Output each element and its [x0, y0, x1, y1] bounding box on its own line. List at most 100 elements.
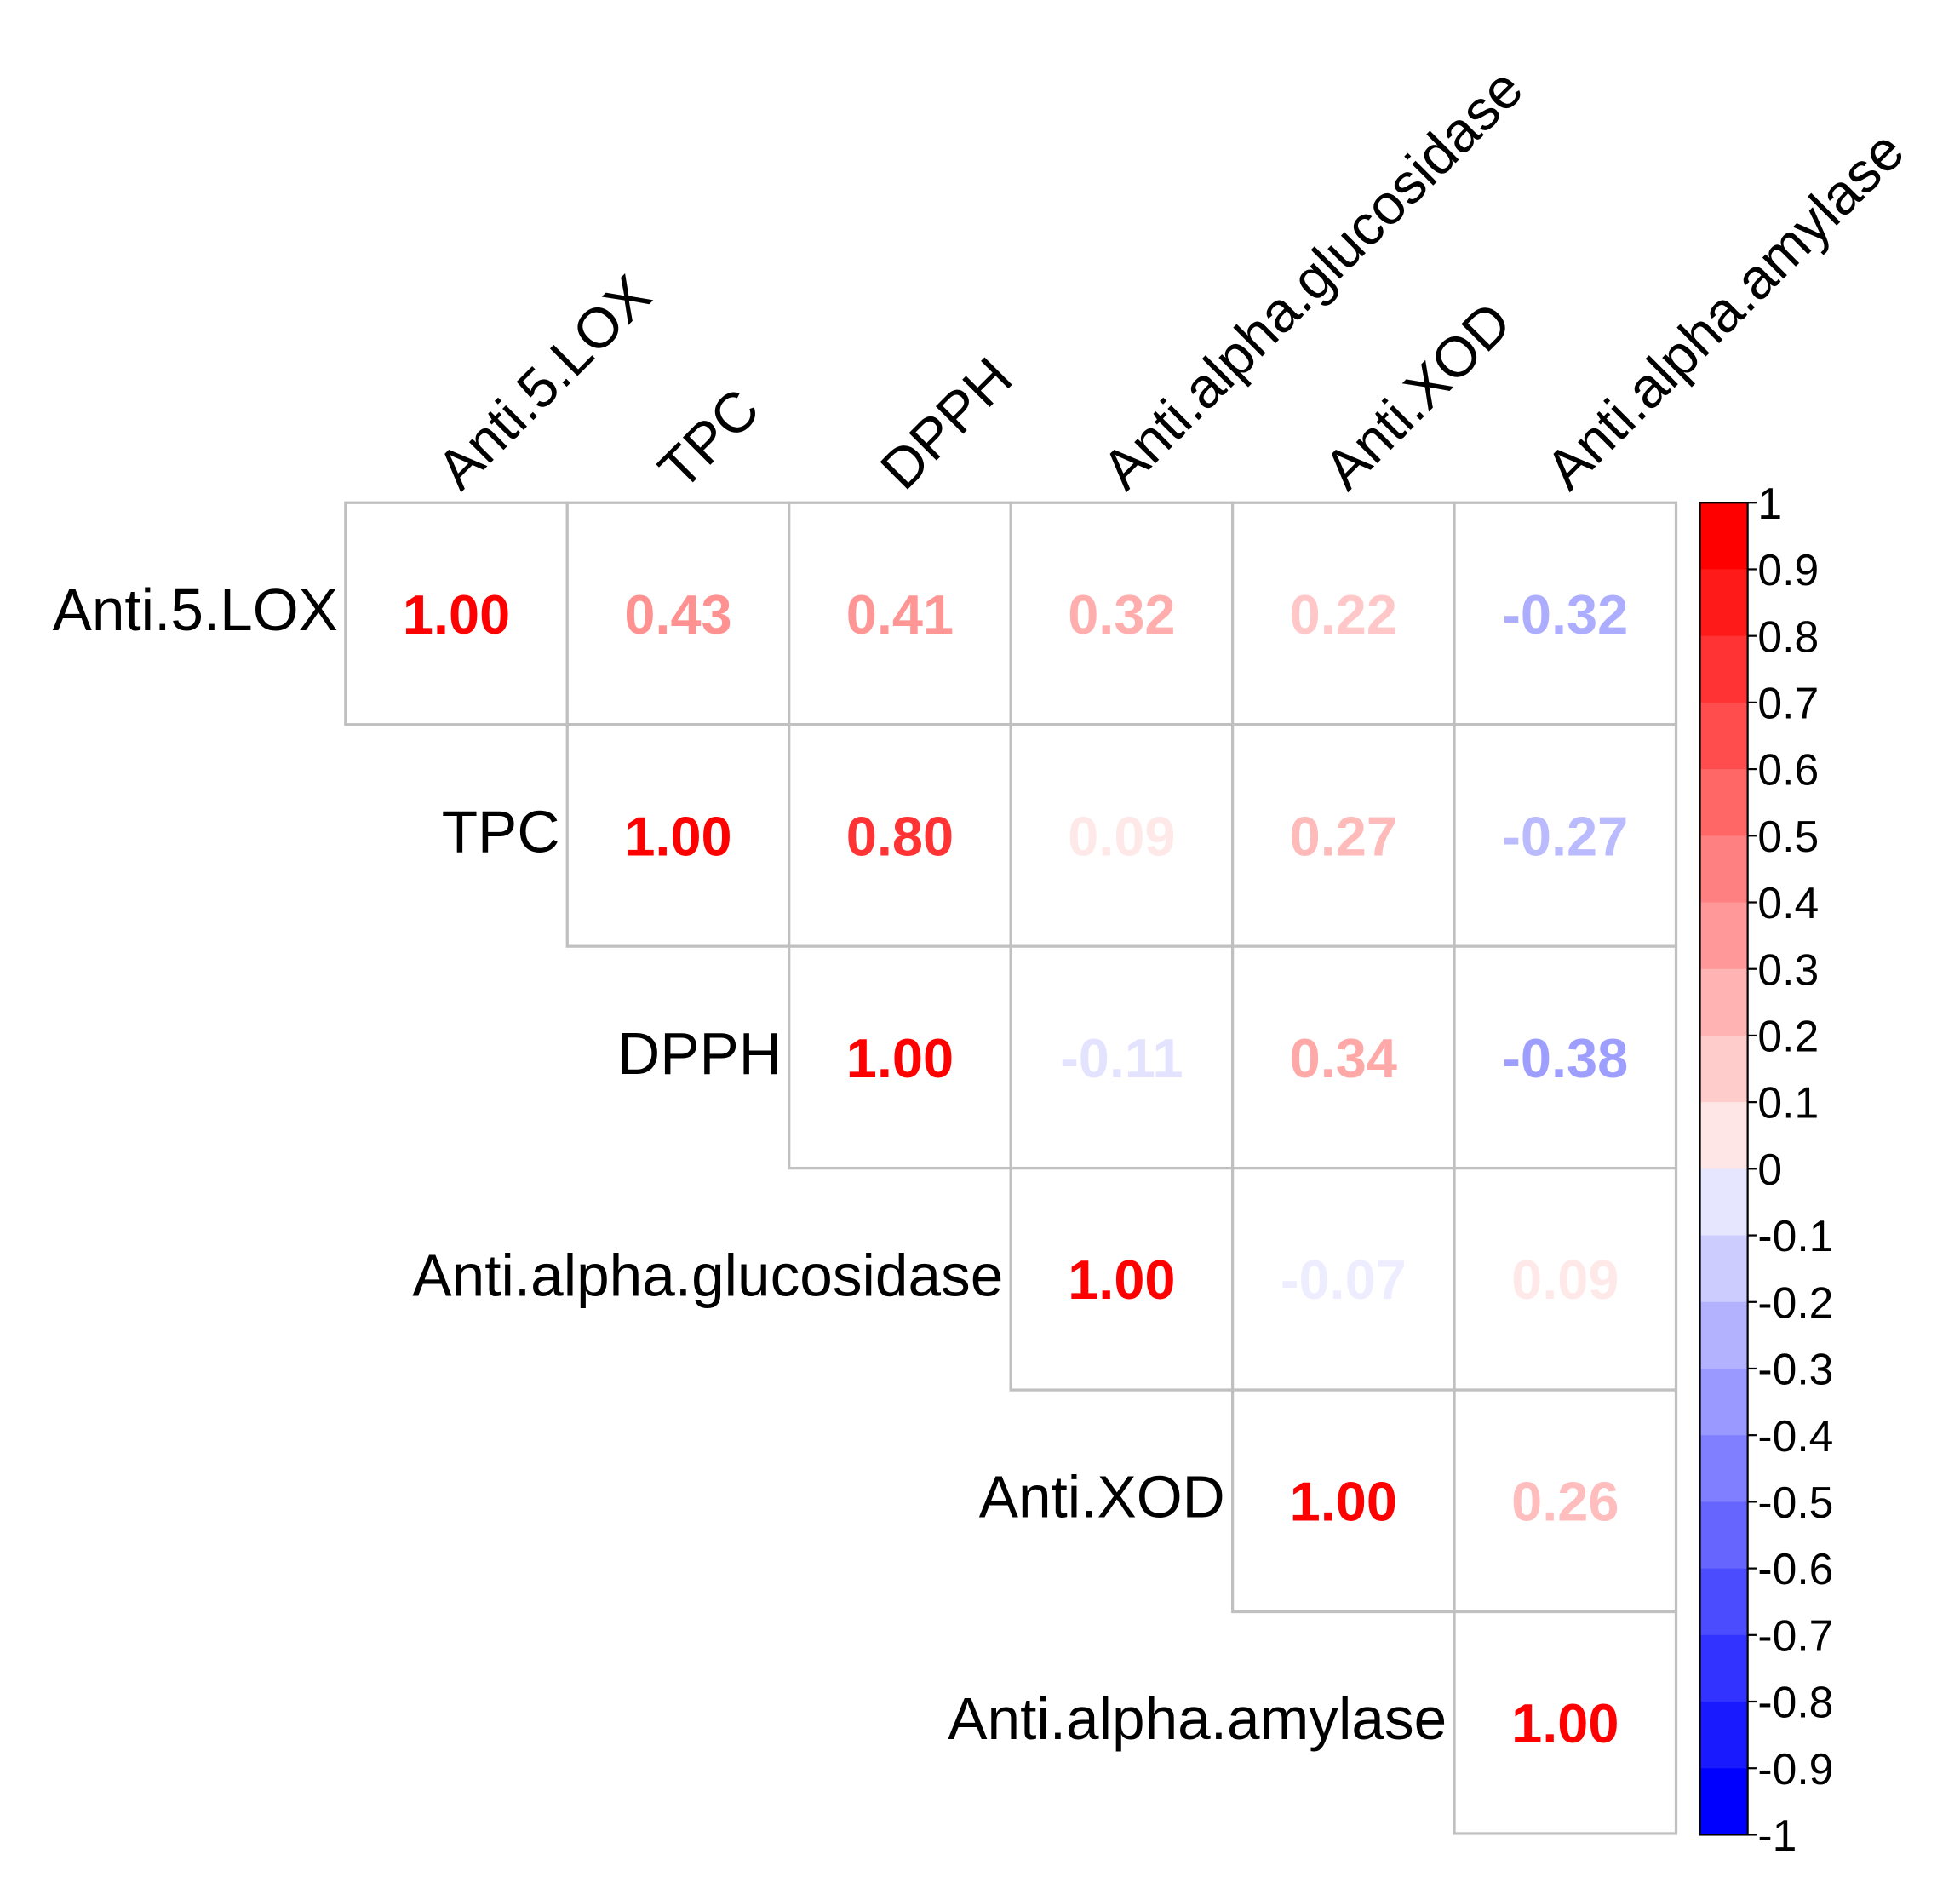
column-label-tpc: TPC: [647, 377, 771, 502]
heatmap-cell-dpph-anti-xod: [1230, 944, 1456, 1170]
heatmap-cell-anti-alpha-glucosidase-anti-alpha-glucosidase: [1009, 1166, 1235, 1392]
row-label-anti-5-lox: Anti.5.LOX: [53, 577, 338, 643]
heatmap-cell-dpph-dpph: [788, 944, 1012, 1170]
heatmap-cell-anti-5-lox-dpph: [788, 501, 1012, 726]
colorbar-tick-label: -0.1: [1757, 1211, 1833, 1260]
colorbar-tick-label: 0.6: [1757, 745, 1819, 795]
colorbar-tick-label: -0.6: [1757, 1544, 1833, 1593]
heatmap-cell-dpph-anti-alpha-glucosidase: [1009, 944, 1235, 1170]
colorbar-segment: [1699, 635, 1748, 703]
colorbar-segment: [1699, 1634, 1748, 1702]
column-label-anti-alpha-amylase: Anti.alpha.amylase: [1534, 119, 1917, 502]
heatmap-cell-anti-alpha-amylase-anti-alpha-amylase: [1453, 1610, 1678, 1835]
cell-value-tpc-anti-alpha-glucosidase: 0.09: [1068, 805, 1175, 867]
cell-value-tpc-anti-alpha-amylase: -0.27: [1502, 805, 1628, 867]
cell-value-anti-5-lox-tpc: 0.43: [624, 583, 731, 646]
heatmap-cell-anti-5-lox-anti-alpha-glucosidase: [1009, 501, 1235, 726]
cell-value-anti-5-lox-dpph: 0.41: [846, 583, 954, 646]
cell-value-anti-alpha-glucosidase-anti-alpha-glucosidase: 1.00: [1068, 1249, 1175, 1311]
colorbar-tick-label: 0: [1757, 1145, 1782, 1194]
colorbar-tick-label: -0.7: [1757, 1610, 1833, 1660]
heatmap-cell-anti-5-lox-anti-alpha-amylase: [1453, 501, 1678, 726]
colorbar-segment: [1699, 1702, 1748, 1769]
colorbar-tick-label: -0.5: [1757, 1478, 1833, 1527]
row-label-anti-alpha-amylase: Anti.alpha.amylase: [948, 1685, 1447, 1752]
heatmap-cell-tpc-tpc: [565, 723, 791, 948]
cell-value-anti-xod-anti-xod: 1.00: [1290, 1471, 1397, 1533]
colorbar-segment: [1699, 502, 1748, 571]
row-label-tpc: TPC: [442, 798, 560, 864]
colorbar-segment: [1699, 1035, 1748, 1103]
grid-layer: [344, 501, 1678, 1835]
colorbar-tick-label: 0.4: [1757, 878, 1819, 927]
row-label-anti-xod: Anti.XOD: [979, 1464, 1225, 1530]
colorbar-segment: [1699, 1501, 1748, 1570]
cell-value-anti-5-lox-anti-5-lox: 1.00: [403, 583, 510, 646]
row-label-anti-alpha-glucosidase: Anti.alpha.glucosidase: [412, 1242, 1003, 1308]
cell-value-tpc-dpph: 0.80: [846, 805, 954, 867]
colorbar-tick-label: -0.4: [1757, 1411, 1833, 1461]
heatmap-cell-anti-alpha-glucosidase-anti-xod: [1230, 1166, 1456, 1392]
heatmap-cell-anti-xod-anti-alpha-amylase: [1453, 1388, 1678, 1614]
heatmap-cell-anti-5-lox-anti-xod: [1230, 501, 1456, 726]
cell-value-anti-5-lox-anti-alpha-glucosidase: 0.32: [1068, 583, 1175, 646]
heatmap-cell-tpc-dpph: [788, 723, 1012, 948]
colorbar-segment: [1699, 569, 1748, 637]
cell-value-dpph-anti-alpha-glucosidase: -0.11: [1060, 1027, 1183, 1089]
colorbar-segment: [1699, 769, 1748, 836]
colorbar-segment: [1699, 902, 1748, 970]
column-label-anti-5-lox: Anti.5.LOX: [426, 264, 663, 502]
colorbar-tick-label: 0.5: [1757, 812, 1819, 861]
colorbar-segment: [1699, 1168, 1748, 1237]
colorbar-tick-label: -0.8: [1757, 1678, 1833, 1727]
colorbar-segment: [1699, 1235, 1748, 1303]
colorbar-segment: [1699, 702, 1748, 770]
cell-value-anti-5-lox-anti-xod: 0.22: [1290, 583, 1397, 646]
cell-value-anti-5-lox-anti-alpha-amylase: -0.32: [1502, 583, 1628, 646]
colorbar-tick-label: -1: [1757, 1811, 1797, 1860]
colorbar-tick-label: 0.3: [1757, 944, 1819, 994]
cell-value-dpph-anti-xod: 0.34: [1290, 1027, 1397, 1089]
column-label-dpph: DPPH: [868, 346, 1024, 502]
heatmap-cell-anti-alpha-glucosidase-anti-alpha-amylase: [1453, 1166, 1678, 1392]
colorbar-segment: [1699, 1102, 1748, 1169]
cell-value-dpph-dpph: 1.00: [846, 1027, 954, 1089]
colorbar-tick-label: -0.9: [1757, 1744, 1833, 1794]
heatmap-cell-anti-xod-anti-xod: [1230, 1388, 1456, 1614]
colorbar-tick-label: 1: [1757, 479, 1782, 528]
row-labels: Anti.5.LOX TPC DPPH Anti.alpha.glucosidase A…: [53, 577, 1447, 1752]
colorbar-segment: [1699, 1768, 1748, 1836]
colorbar-tick-label: -0.2: [1757, 1277, 1833, 1327]
heatmap-cell-anti-5-lox-anti-5-lox: [344, 501, 569, 726]
colorbar-segment: [1699, 1301, 1748, 1369]
colorbar-segment: [1699, 1368, 1748, 1436]
colorbar: 1 0.9 0.8 0.7 0.6 0.5 0.4 0.3 0.2 0.1 0 -0.1 -0.2 -0.…: [1699, 479, 1833, 1860]
cell-value-anti-alpha-amylase-anti-alpha-amylase: 1.00: [1511, 1692, 1619, 1754]
colorbar-segment: [1699, 835, 1748, 904]
colorbar-tick-label: -0.3: [1757, 1345, 1833, 1394]
colorbar-tick-label: 0.2: [1757, 1012, 1819, 1061]
colorbar-tick-label: 0.1: [1757, 1078, 1819, 1128]
heatmap-cell-dpph-anti-alpha-amylase: [1453, 944, 1678, 1170]
row-label-dpph: DPPH: [617, 1020, 782, 1087]
cell-value-dpph-anti-alpha-amylase: -0.38: [1502, 1027, 1628, 1089]
colorbar-segment: [1699, 1435, 1748, 1502]
cell-value-anti-xod-anti-alpha-amylase: 0.26: [1511, 1471, 1619, 1533]
colorbar-segment: [1699, 1568, 1748, 1636]
heatmap-cell-tpc-anti-alpha-amylase: [1453, 723, 1678, 948]
colorbar-tick-label: 0.9: [1757, 545, 1819, 594]
cell-value-tpc-anti-xod: 0.27: [1290, 805, 1397, 867]
heatmap-cell-anti-5-lox-tpc: [565, 501, 791, 726]
colorbar-segment: [1699, 968, 1748, 1036]
colorbar-tick-label: 0.8: [1757, 611, 1819, 661]
cell-value-tpc-tpc: 1.00: [624, 805, 731, 867]
colorbar-tick-label: 0.7: [1757, 678, 1819, 727]
cell-value-anti-alpha-glucosidase-anti-alpha-amylase: 0.09: [1511, 1249, 1619, 1311]
column-label-anti-alpha-glucosidase: Anti.alpha.glucosidase: [1091, 57, 1535, 502]
heatmap-cell-tpc-anti-xod: [1230, 723, 1456, 948]
cell-value-anti-alpha-glucosidase-anti-xod: -0.07: [1281, 1249, 1407, 1311]
column-label-anti-xod: Anti.XOD: [1312, 290, 1523, 502]
value-layer: 1.00 0.43 0.41 0.32 0.22 -0.32 1.00 0.80 0.09 0.2…: [403, 583, 1628, 1754]
